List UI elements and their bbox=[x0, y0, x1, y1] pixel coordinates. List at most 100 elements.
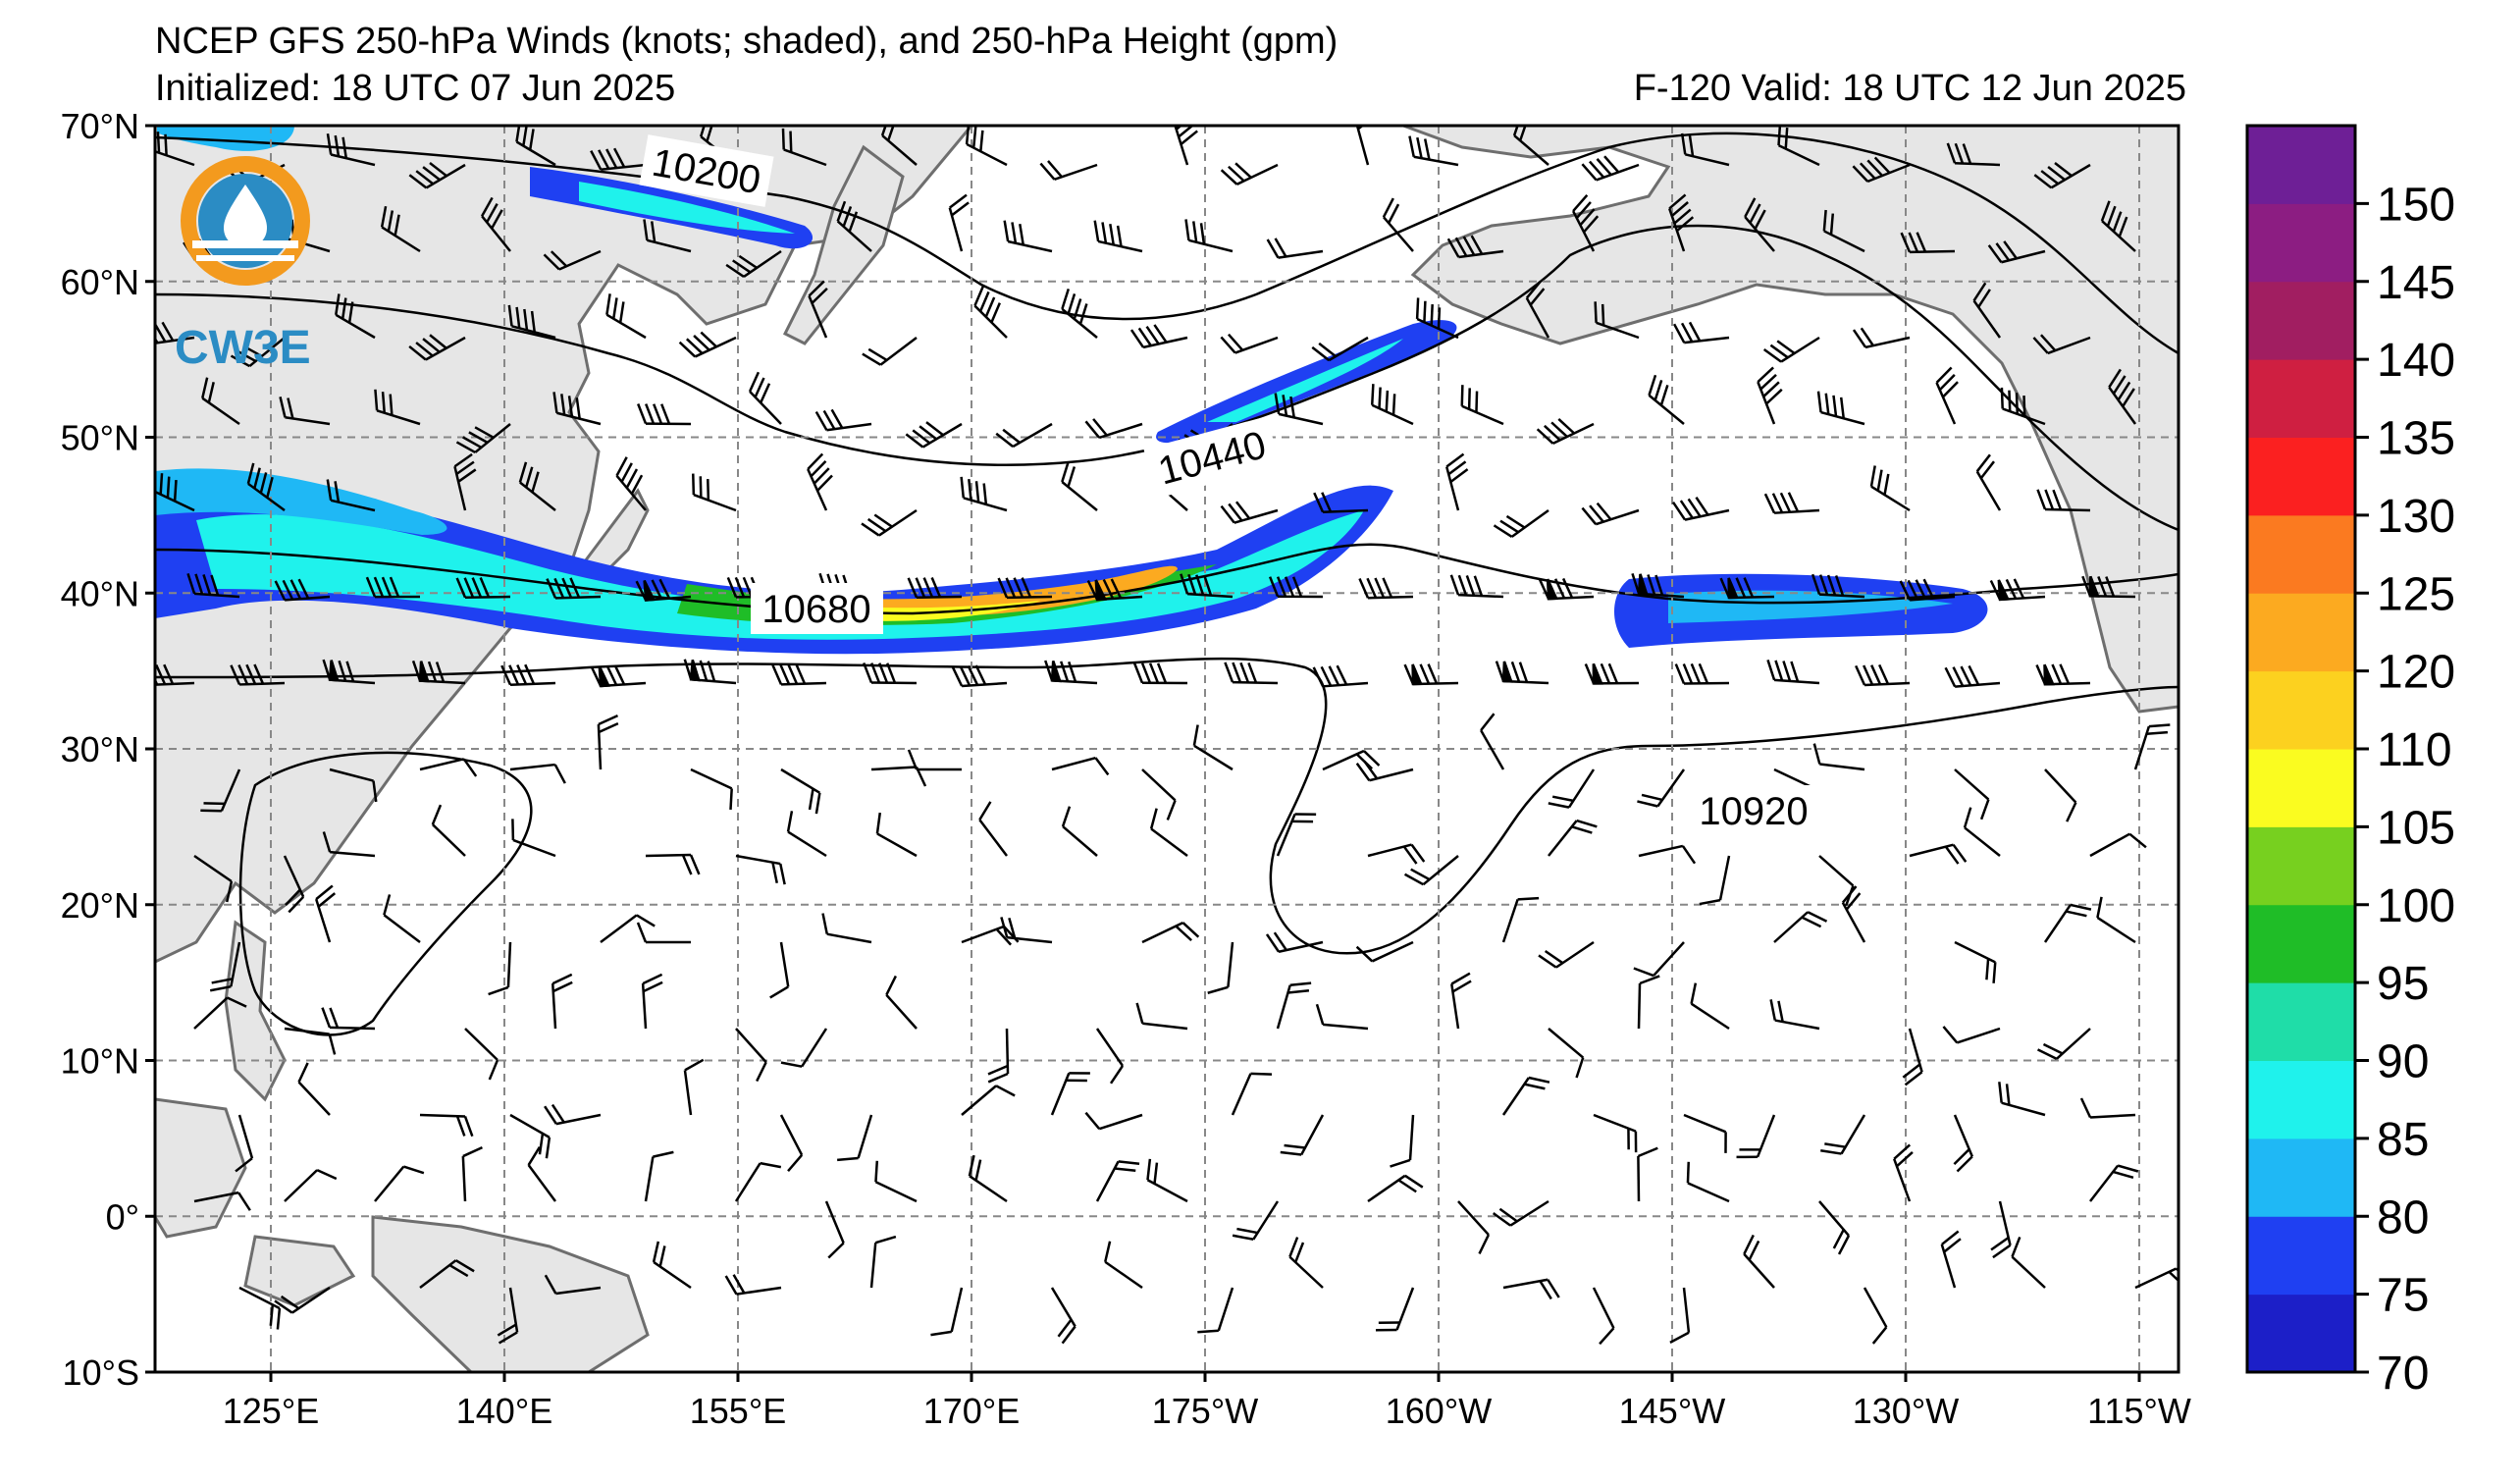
barb-feather bbox=[630, 474, 644, 495]
contour-label-10680: 10680 bbox=[761, 588, 870, 631]
barb-feather bbox=[1495, 661, 1505, 682]
wind-barb bbox=[1315, 1003, 1369, 1031]
barb-feather bbox=[1687, 498, 1702, 517]
wind-barb bbox=[1762, 336, 1820, 363]
barb-feather bbox=[1839, 397, 1845, 419]
wind-barb bbox=[453, 452, 477, 511]
barb-feather bbox=[1699, 898, 1721, 906]
barb-feather bbox=[1771, 493, 1784, 513]
barb-feather bbox=[1550, 421, 1568, 438]
barb-feather bbox=[2128, 832, 2147, 849]
wind-barb bbox=[455, 577, 511, 600]
jet-core-max bbox=[844, 565, 1178, 616]
barb-shaft bbox=[284, 1169, 319, 1202]
barb-feather bbox=[481, 196, 494, 217]
barb-feather bbox=[522, 126, 528, 146]
barb-feather bbox=[1681, 845, 1697, 865]
barb-feather bbox=[1374, 577, 1386, 599]
wind-barb bbox=[1769, 999, 1820, 1031]
colorbar-label: 90 bbox=[2377, 1036, 2429, 1088]
barb-feather bbox=[1129, 329, 1145, 348]
wind-barb bbox=[907, 749, 963, 771]
barb-feather bbox=[1109, 223, 1115, 245]
wind-barb bbox=[1141, 921, 1200, 944]
barb-shaft bbox=[683, 1070, 693, 1116]
wind-barb bbox=[1852, 327, 1911, 349]
barb-feather bbox=[462, 758, 478, 777]
barb-feather bbox=[1979, 799, 1990, 821]
barb-feather bbox=[905, 433, 924, 449]
valid-time: F-120 Valid: 18 UTC 12 Jun 2025 bbox=[1633, 68, 2186, 109]
wind-barb bbox=[1280, 1114, 1325, 1156]
barb-feather bbox=[341, 297, 347, 320]
barb-feather bbox=[380, 205, 388, 228]
barb-feather bbox=[552, 392, 558, 413]
barb-feather bbox=[1423, 300, 1427, 323]
barb-shaft bbox=[383, 914, 421, 943]
barb-feather bbox=[235, 1157, 253, 1173]
barb-feather bbox=[1631, 573, 1641, 595]
barb-feather bbox=[1944, 666, 1957, 688]
barb-feather bbox=[435, 662, 446, 683]
barb-feather bbox=[1668, 193, 1687, 210]
wind-barb bbox=[637, 403, 692, 426]
barb-feather bbox=[1688, 134, 1695, 157]
barb-feather bbox=[551, 1103, 565, 1124]
barb-feather bbox=[288, 895, 305, 914]
barb-feather bbox=[1378, 387, 1382, 409]
barb-feather bbox=[886, 662, 897, 684]
barb-feather bbox=[830, 408, 844, 429]
barb-feather bbox=[990, 302, 1001, 323]
wind-barb bbox=[1902, 1028, 1923, 1086]
wind-barb bbox=[1669, 1287, 1691, 1344]
barb-shaft bbox=[950, 1287, 964, 1333]
barb-feather bbox=[486, 203, 499, 224]
barb-feather bbox=[1852, 165, 1869, 183]
wind-barb bbox=[1311, 336, 1369, 362]
barb-feather bbox=[1410, 843, 1426, 863]
barb-feather bbox=[1416, 136, 1423, 159]
wind-barb bbox=[951, 664, 1008, 688]
colorbar-segment bbox=[2247, 1294, 2355, 1373]
barb-feather bbox=[1181, 922, 1200, 938]
wind-barb bbox=[863, 662, 918, 685]
wind-barb bbox=[455, 423, 511, 454]
colorbar-label: 145 bbox=[2377, 257, 2455, 309]
colorbar-segment bbox=[2247, 749, 2355, 827]
barb-feather bbox=[681, 854, 693, 875]
barb-feather bbox=[1561, 577, 1574, 599]
barb-shaft bbox=[193, 1191, 239, 1203]
barb-feather bbox=[862, 352, 881, 366]
barb-feather bbox=[1589, 160, 1605, 179]
barb-feather bbox=[274, 580, 287, 601]
barb-feather bbox=[1990, 1236, 2010, 1251]
barb-feather bbox=[658, 578, 671, 600]
barb-feather bbox=[523, 308, 529, 331]
barb-feather bbox=[1547, 1279, 1560, 1298]
barb-feather bbox=[863, 662, 873, 683]
barb-feather bbox=[725, 263, 745, 278]
lat-label: 70°N bbox=[61, 106, 139, 146]
barb-feather bbox=[613, 147, 626, 168]
wind-barb bbox=[1084, 418, 1143, 440]
wind-barb bbox=[1132, 662, 1188, 685]
wind-barb bbox=[1180, 573, 1234, 599]
wind-barb bbox=[431, 804, 466, 857]
wind-barb bbox=[464, 1028, 499, 1081]
colorbar-label: 120 bbox=[2377, 647, 2455, 699]
barb-feather bbox=[951, 201, 970, 217]
wind-barb bbox=[238, 1286, 282, 1330]
barb-shaft bbox=[509, 763, 555, 771]
barb-feather bbox=[2000, 387, 2004, 409]
barb-pennant bbox=[643, 580, 656, 602]
wind-barb bbox=[284, 1027, 337, 1055]
barb-feather bbox=[1493, 524, 1513, 538]
wind-barb bbox=[885, 975, 918, 1030]
barb-shaft bbox=[779, 1114, 804, 1156]
colorbar: 70 75 80 85 90 95 100 105 110 120 125 130 135 140 145 1… bbox=[2245, 124, 2455, 1400]
barb-feather bbox=[1975, 453, 1991, 473]
barb-feather bbox=[1410, 868, 1431, 881]
wind-barb bbox=[321, 1007, 376, 1031]
barb-feather bbox=[880, 126, 891, 136]
barb-feather bbox=[1855, 664, 1866, 686]
